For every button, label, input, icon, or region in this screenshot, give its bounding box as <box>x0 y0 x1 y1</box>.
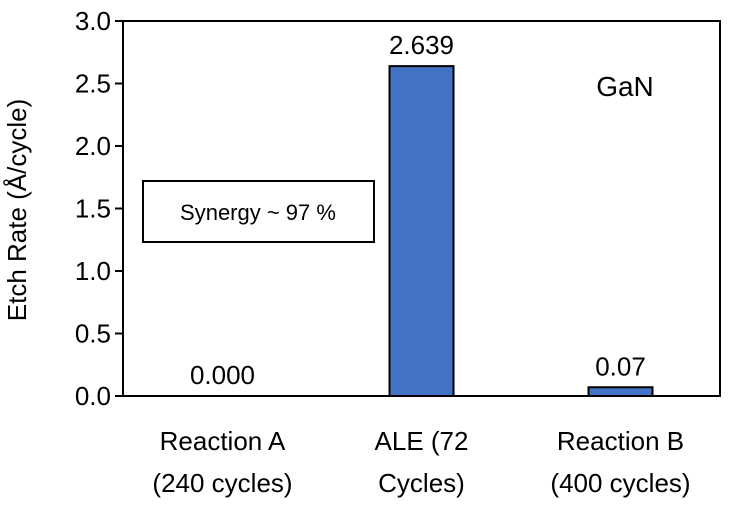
data-label: 0.000 <box>190 360 255 390</box>
y-tick-label: 0.5 <box>75 319 111 349</box>
y-axis-label: Etch Rate (Å/cycle) <box>2 99 32 322</box>
category-label: (240 cycles) <box>152 468 292 498</box>
material-annotation: GaN <box>596 71 654 102</box>
y-tick-label: 1.0 <box>75 256 111 286</box>
category-labels: Reaction A (240 cycles) ALE (72 Cycles) Reac… <box>152 426 690 498</box>
y-tick-label: 0.0 <box>75 381 111 411</box>
data-label: 0.07 <box>595 351 646 381</box>
category-label: (400 cycles) <box>550 468 690 498</box>
synergy-annotation: Synergy ~ 97 % <box>180 200 336 225</box>
category-label: Cycles) <box>378 468 465 498</box>
bar <box>587 386 654 397</box>
data-labels: 0.000 2.639 0.07 <box>190 30 646 390</box>
y-tick-label: 1.5 <box>75 194 111 224</box>
category-label: Reaction A <box>160 426 286 456</box>
category-label: ALE (72 <box>375 426 469 456</box>
data-label: 2.639 <box>389 30 454 60</box>
category-label: Reaction B <box>557 426 684 456</box>
bar <box>388 65 455 397</box>
y-tick-label: 2.0 <box>75 131 111 161</box>
y-axis-ticks: 0.0 0.5 1.0 1.5 2.0 2.5 3.0 <box>75 6 123 411</box>
y-tick-label: 2.5 <box>75 69 111 99</box>
synergy-box <box>142 180 375 243</box>
bars <box>388 65 654 397</box>
y-tick-label: 3.0 <box>75 6 111 36</box>
